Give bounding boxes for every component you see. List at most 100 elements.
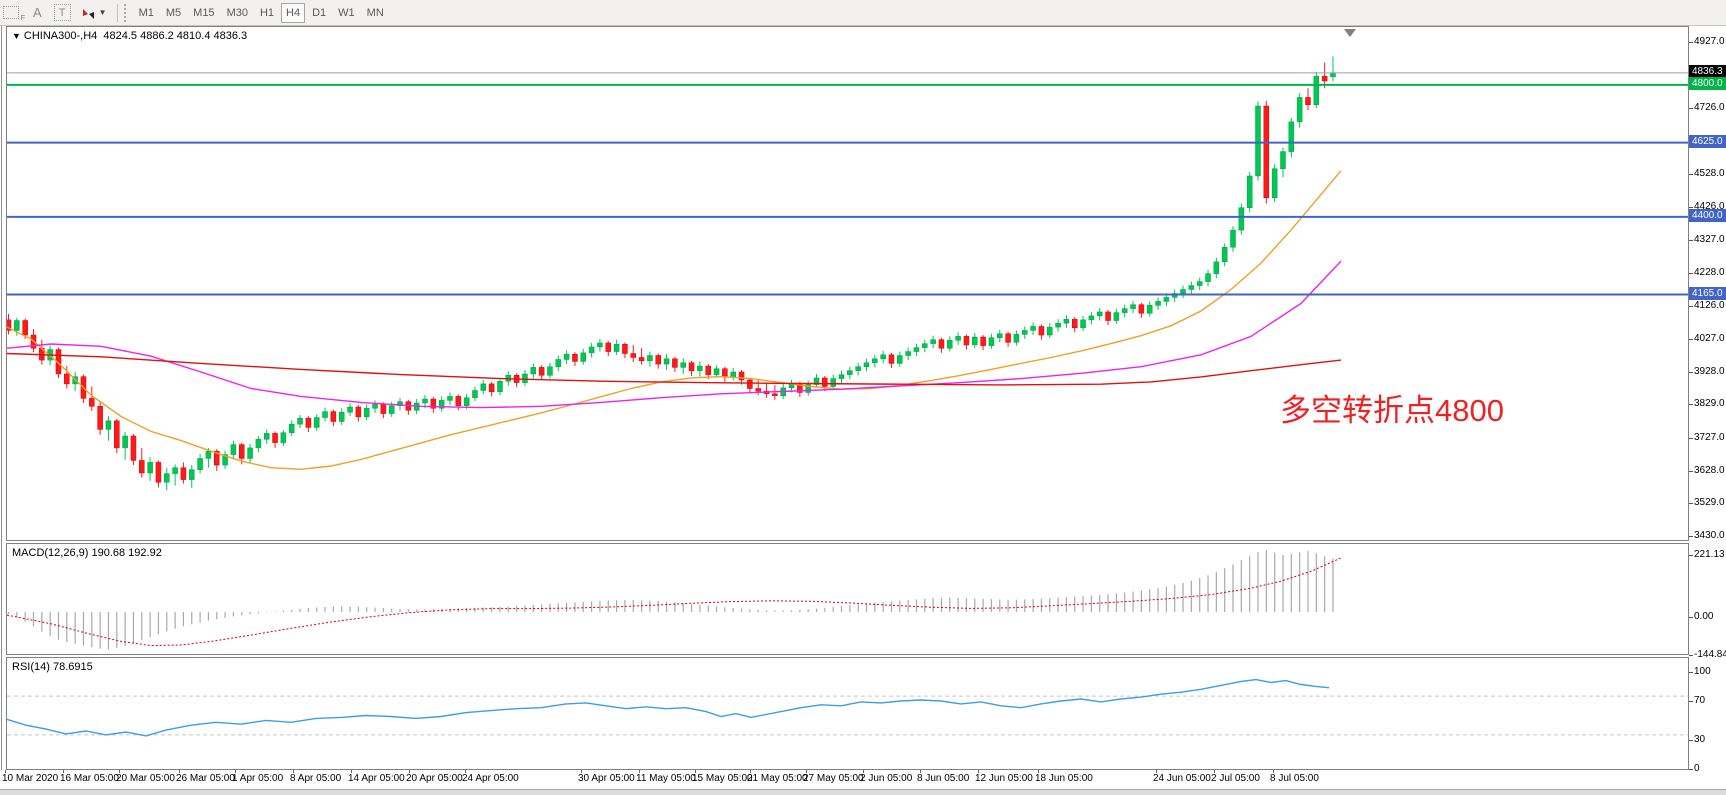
text-box-tool[interactable]: T <box>53 4 71 21</box>
time-tick <box>806 770 807 773</box>
ma-slow <box>7 352 1342 386</box>
time-tick <box>978 770 979 773</box>
toolbar-drag-handle[interactable]: F <box>3 6 25 22</box>
time-axis-label: 8 Jun 05:00 <box>917 773 970 784</box>
macd-values: 190.68 192.92 <box>91 547 162 559</box>
macd-axis-label: -144.84 <box>1694 648 1726 660</box>
time-axis-label: 14 Apr 05:00 <box>348 773 405 784</box>
rsi-axis-label: 0 <box>1694 763 1700 774</box>
timeframe-d1[interactable]: D1 <box>307 3 331 23</box>
time-tick <box>409 770 410 773</box>
price-tick <box>1689 338 1693 340</box>
text-label-tool[interactable]: A <box>33 5 42 20</box>
level-price-badge: 4625.0 <box>1689 135 1726 149</box>
price-tick <box>1689 470 1693 472</box>
timeframe-m15[interactable]: M15 <box>188 3 219 23</box>
time-axis-label: 26 Mar 05:00 <box>176 773 235 784</box>
toolbar-separator <box>116 3 118 22</box>
time-tick <box>235 770 236 773</box>
chart-shift-marker[interactable] <box>1344 29 1356 37</box>
price-tick <box>1689 42 1693 43</box>
time-axis-label: 2 Jun 05:00 <box>860 773 913 784</box>
window-bottom-strip <box>0 789 1726 795</box>
price-tick <box>1689 207 1693 209</box>
price-axis-label: 3928.0 <box>1694 365 1725 377</box>
time-tick <box>1273 770 1274 773</box>
timeframe-h1[interactable]: H1 <box>255 3 279 23</box>
price-tick <box>1689 173 1693 175</box>
chevron-down-icon[interactable]: ▼ <box>98 8 107 17</box>
timeframe-toolbar-grip[interactable] <box>123 3 127 22</box>
price-axis-label: 3628.0 <box>1694 464 1725 476</box>
chart-title: ▼ CHINA300-,H4 4824.5 4886.2 4810.4 4836.… <box>12 30 247 42</box>
price-axis-label: 3529.0 <box>1694 497 1725 509</box>
time-axis-label: 27 May 05:00 <box>803 773 864 784</box>
ma-fast <box>7 170 1342 471</box>
time-axis-label: 2 Jul 05:00 <box>1211 773 1260 784</box>
price-tick <box>1689 272 1693 274</box>
price-chart-canvas[interactable] <box>7 27 1688 540</box>
price-tick <box>1689 437 1693 439</box>
time-axis-label: 8 Jul 05:00 <box>1270 773 1319 784</box>
price-axis-label: 3727.0 <box>1694 431 1725 443</box>
time-axis-label: 30 Apr 05:00 <box>578 773 635 784</box>
timeframe-m1[interactable]: M1 <box>134 3 159 23</box>
rsi-canvas[interactable] <box>7 658 1688 769</box>
time-tick <box>119 770 120 773</box>
time-tick <box>920 770 921 773</box>
time-tick <box>1156 770 1157 773</box>
price-axis-label: 4927.0 <box>1694 36 1725 47</box>
time-axis-label: 20 Mar 05:00 <box>116 773 175 784</box>
timeframe-mn[interactable]: MN <box>362 3 389 23</box>
time-tick <box>695 770 696 773</box>
time-axis-label: 24 Jun 05:00 <box>1153 773 1211 784</box>
time-axis-label: 1 Apr 05:00 <box>232 773 284 784</box>
timeframe-w1[interactable]: W1 <box>333 3 360 23</box>
macd-axis-label: 221.13 <box>1694 548 1725 560</box>
price-tick <box>1689 404 1693 406</box>
level-price-badge: 4165.0 <box>1689 286 1726 300</box>
timeframe-m30[interactable]: M30 <box>222 3 253 23</box>
symbol-timeframe: CHINA300-,H4 <box>23 30 98 42</box>
ohlc-values: 4824.5 4886.2 4810.4 4836.3 <box>103 30 248 42</box>
time-tick <box>179 770 180 773</box>
price-tick <box>1689 239 1693 241</box>
price-axis[interactable]: 4927.0 4726.0 4528.0 4426.0 4327.0 4228.0 4126… <box>1689 26 1726 774</box>
time-axis-label: 15 May 05:00 <box>692 773 753 784</box>
time-axis-label: 20 Apr 05:00 <box>406 773 463 784</box>
red-arrow-icon <box>82 9 88 16</box>
time-tick <box>750 770 751 773</box>
time-axis-label: 10 Mar 2020 <box>2 773 59 784</box>
symbol-dropdown-icon[interactable]: ▼ <box>12 31 21 41</box>
time-axis-label: 24 Apr 05:00 <box>462 773 519 784</box>
time-axis[interactable]: 10 Mar 2020 16 Mar 05:00 20 Mar 05:00 26 Ma… <box>0 770 1689 789</box>
time-tick <box>465 770 466 773</box>
rsi-label: RSI(14) 78.6915 <box>12 661 93 673</box>
macd-canvas[interactable] <box>7 544 1688 654</box>
timeframe-h4[interactable]: H4 <box>281 2 306 23</box>
price-axis-label: 4027.0 <box>1694 332 1725 344</box>
time-tick <box>351 770 352 773</box>
rsi-line <box>7 678 1330 737</box>
black-arrow-icon <box>88 11 94 19</box>
time-axis-label: 11 May 05:00 <box>636 773 696 784</box>
ma-mid <box>7 260 1342 409</box>
macd-tick <box>1689 617 1693 618</box>
timeframe-m5[interactable]: M5 <box>161 3 186 23</box>
rsi-pane: RSI(14) 78.6915 <box>6 657 1689 770</box>
rsi-tick <box>1689 769 1693 770</box>
toolbar: F A T ▼ M1 M5 M15 M30 H1 H4 D1 W1 MN <box>0 0 1726 26</box>
rsi-tick <box>1689 739 1693 741</box>
time-tick <box>581 770 582 773</box>
time-axis-label: 12 Jun 05:00 <box>975 773 1033 784</box>
price-axis-label: 4126.0 <box>1694 300 1725 312</box>
time-axis-label: 18 Jun 05:00 <box>1035 773 1093 784</box>
price-pane: ▼ CHINA300-,H4 4824.5 4886.2 4810.4 4836.… <box>6 26 1689 541</box>
price-tick <box>1689 503 1693 505</box>
arrow-objects-tool[interactable]: ▼ <box>82 7 107 19</box>
current-price-badge: 4836.3 <box>1689 65 1726 79</box>
macd-pane: MACD(12,26,9) 190.68 192.92 <box>6 543 1689 655</box>
annotation-text[interactable]: 多空转折点4800 <box>1280 393 1504 428</box>
time-tick <box>639 770 640 773</box>
